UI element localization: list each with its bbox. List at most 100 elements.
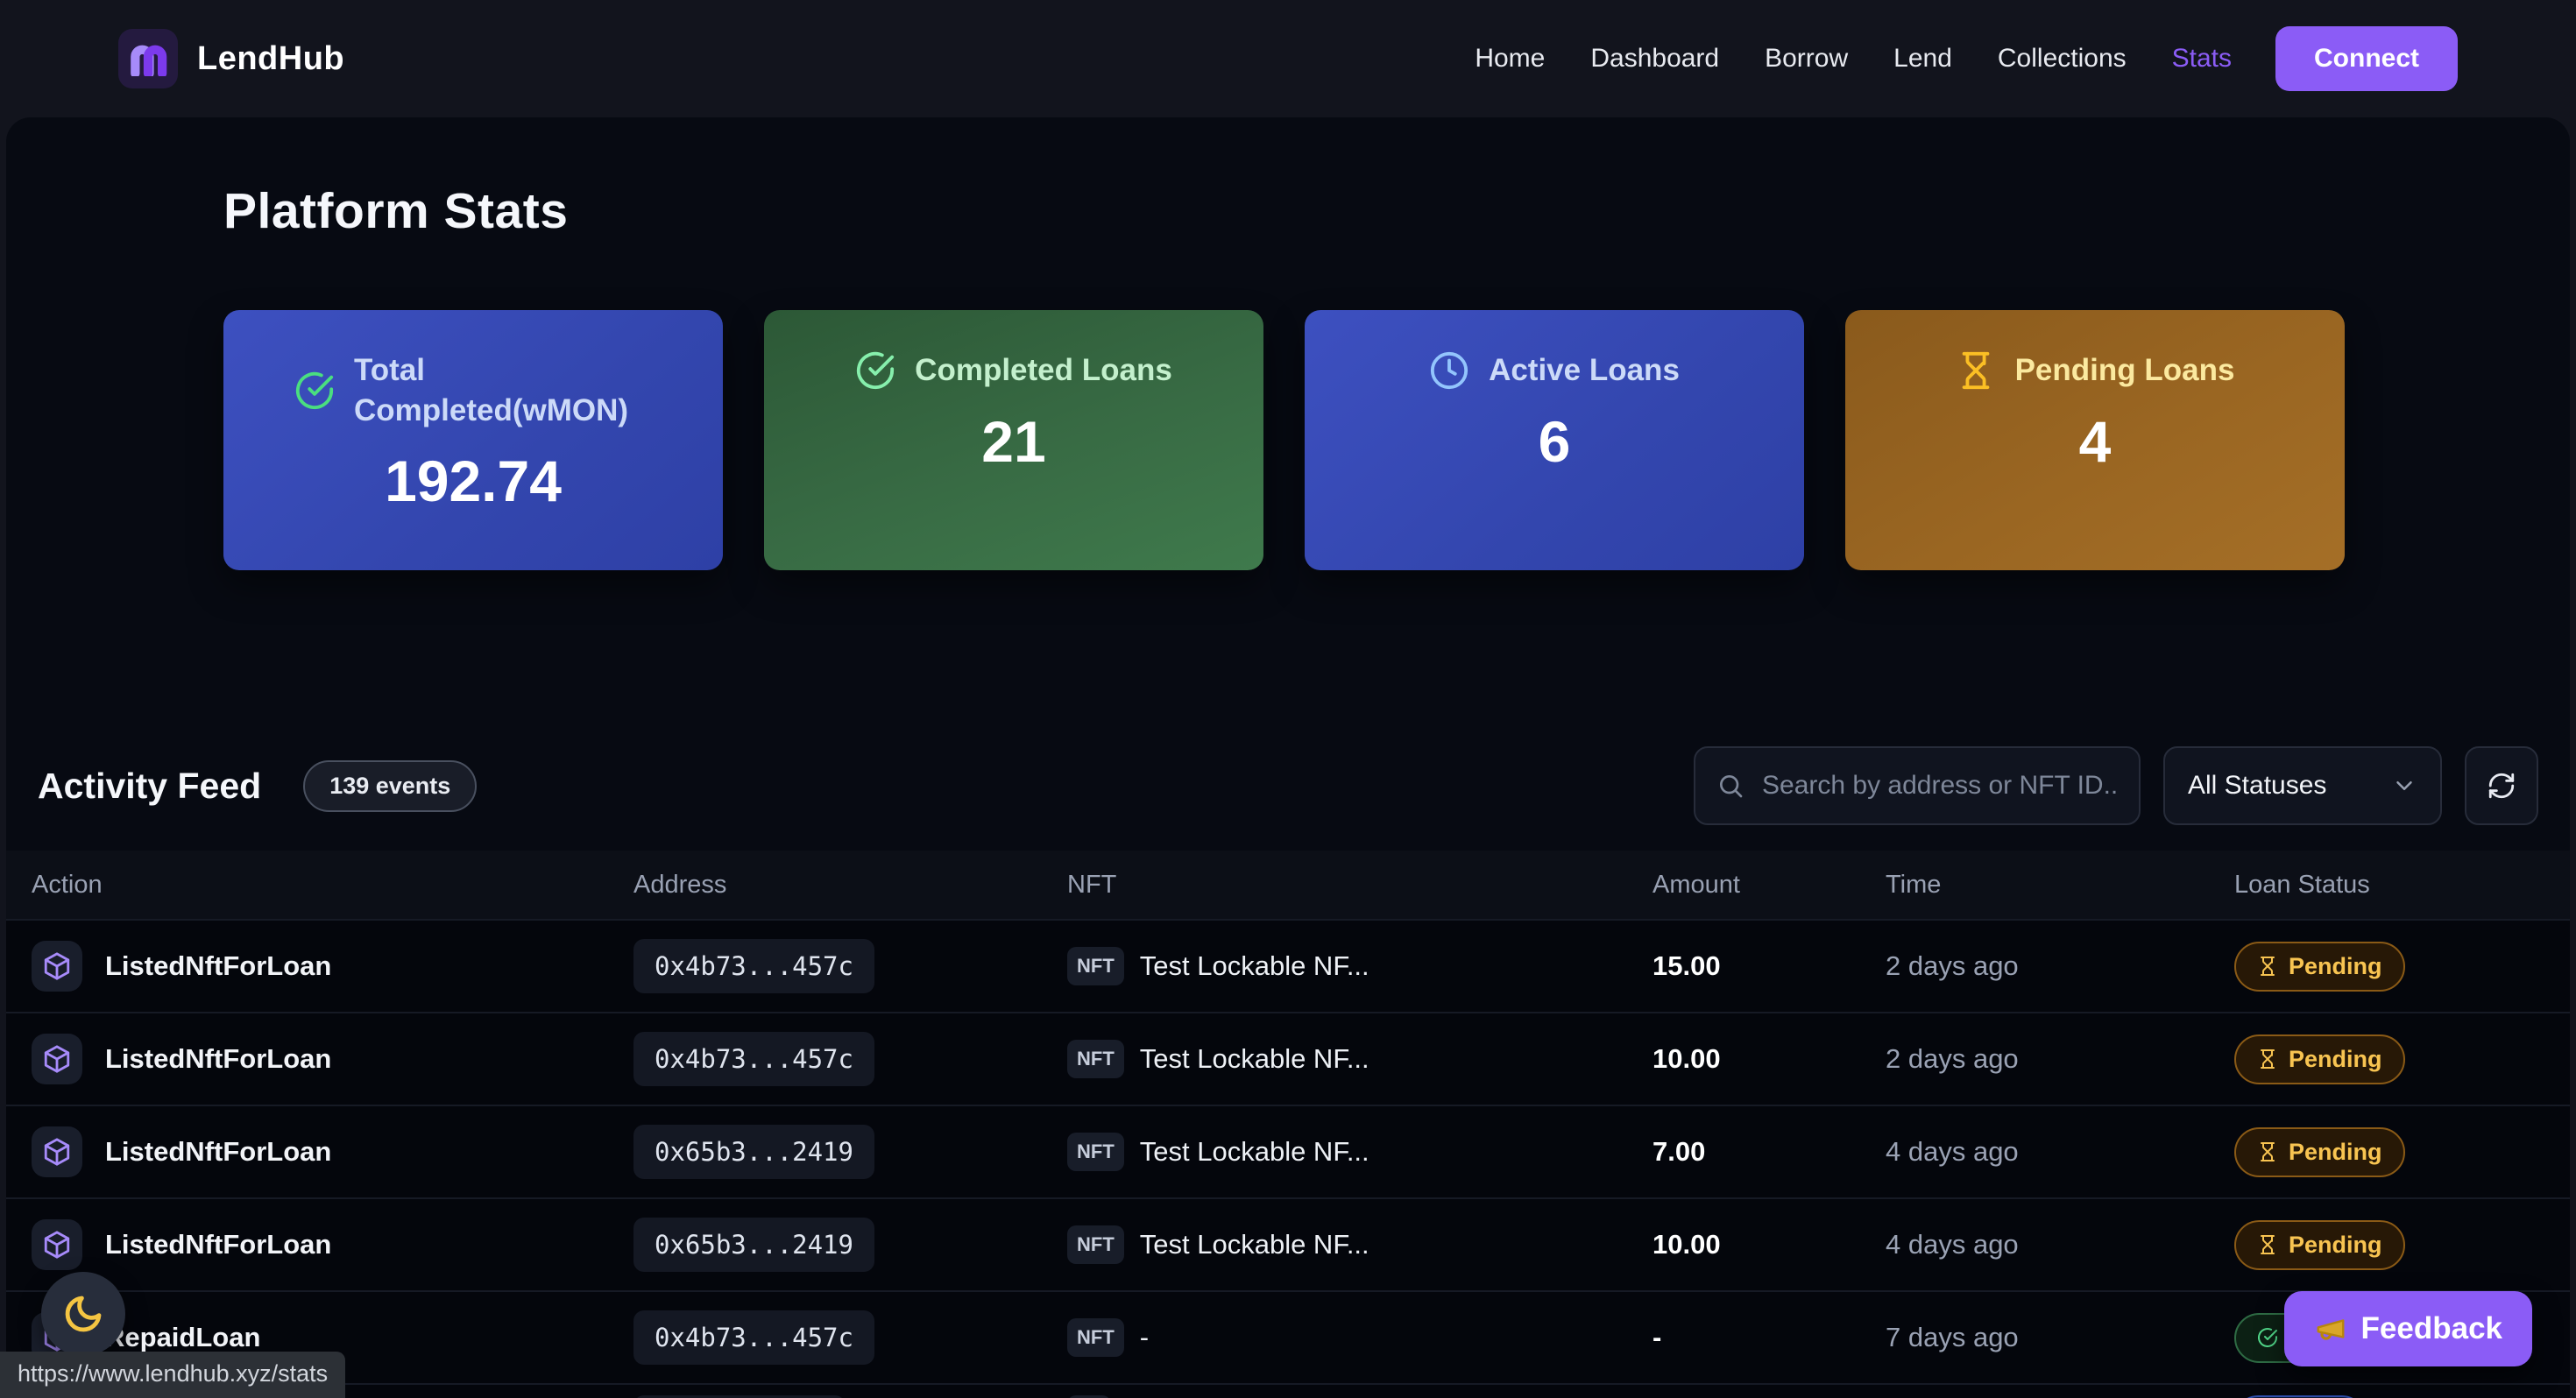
nav-link-home[interactable]: Home (1475, 44, 1546, 73)
address-chip[interactable]: 0x4b73...457c (633, 939, 874, 993)
address-chip[interactable]: 0x4b73...457c (633, 1032, 874, 1086)
action-label: RepaidLoan (105, 1322, 261, 1352)
nft-name: Test Lockable NF... (1139, 1136, 1369, 1167)
status-badge: Pending (2234, 1034, 2405, 1084)
amount-value: - (1652, 1322, 1662, 1352)
stat-cards: Total Completed(wMON) 192.74 Completed L… (223, 310, 2570, 570)
nft-name: Test Lockable NF... (1139, 1043, 1369, 1074)
hourglass-icon (2261, 1142, 2275, 1161)
address-chip[interactable]: 0x65b3...2419 (633, 1218, 874, 1272)
nft-name: Test Lockable NF... (1139, 1229, 1369, 1260)
table-row: RepaidLoan 0x4b73...457c NFT - - 7 days … (6, 1290, 2570, 1383)
nft-badge: NFT (1067, 1133, 1124, 1171)
lendhub-logo-icon (118, 29, 178, 88)
nav-link-borrow[interactable]: Borrow (1765, 44, 1849, 73)
chevron-down-icon (2391, 773, 2417, 799)
action-label: ListedNftForLoan (105, 1229, 332, 1260)
hourglass-icon (2261, 1049, 2275, 1069)
time-value: 7 days ago (1886, 1322, 2019, 1352)
search-icon (1716, 772, 1744, 800)
moon-icon (62, 1293, 104, 1335)
table-row: ListedNftForLoan 0x4b73...457c NFT Test … (6, 1012, 2570, 1105)
package-icon (32, 1126, 82, 1177)
activity-feed-title: Activity Feed (38, 765, 262, 806)
status-badge: Pending (2234, 941, 2405, 992)
stat-card-label: Completed Loans (915, 353, 1172, 388)
check-circle-icon (2258, 1328, 2277, 1347)
clock-icon (1429, 350, 1469, 391)
check-circle-icon (855, 350, 895, 391)
page-title: Platform Stats (223, 183, 569, 239)
amount-value: 7.00 (1652, 1136, 1706, 1167)
nav-link-collections[interactable]: Collections (1997, 44, 2127, 73)
table-header: Action Address NFT Amount Time Loan Stat… (6, 851, 2570, 919)
nav-links: Home Dashboard Borrow Lend Collections S… (1475, 44, 2232, 74)
status-badge: Pending (2234, 1126, 2405, 1177)
brand-name: LendHub (197, 39, 345, 77)
stat-card-value: 192.74 (385, 448, 562, 513)
nft-badge (1067, 1395, 1111, 1398)
col-time: Time (1886, 870, 1942, 899)
stat-card-completed-loans: Completed Loans 21 (764, 310, 1263, 570)
table-row: ListedNftForLoan 0x65b3...2419 NFT Test … (6, 1105, 2570, 1197)
feedback-button[interactable]: Feedback (2283, 1291, 2532, 1366)
stat-card-value: 6 (1538, 409, 1571, 474)
action-label: ListedNftForLoan (105, 1043, 332, 1074)
nav-link-stats[interactable]: Stats (2171, 44, 2232, 73)
theme-toggle-button[interactable] (41, 1272, 125, 1356)
connect-wallet-button[interactable]: Connect (2275, 26, 2458, 91)
megaphone-icon (2314, 1312, 2347, 1345)
stat-card-label: Active Loans (1489, 353, 1680, 388)
status-filter-value: All Statuses (2188, 771, 2327, 800)
stat-card-label: Pending Loans (2014, 353, 2235, 388)
refresh-button[interactable] (2465, 746, 2538, 825)
action-label: ListedNftForLoan (105, 1136, 332, 1167)
stat-card-value: 4 (2078, 409, 2112, 474)
stat-card-value: 21 (981, 409, 1046, 474)
hourglass-icon (2261, 1235, 2275, 1254)
stat-card-label: Total Completed(wMON) (354, 353, 629, 427)
time-value: 2 days ago (1886, 950, 2019, 981)
address-chip[interactable] (633, 1395, 846, 1398)
nav-link-dashboard[interactable]: Dashboard (1590, 44, 1720, 73)
package-icon (32, 941, 82, 992)
col-address: Address (633, 870, 727, 899)
search-input[interactable] (1694, 746, 2141, 825)
amount-value: 10.00 (1652, 1043, 1721, 1074)
events-count-badge: 139 events (303, 759, 478, 812)
time-value: 4 days ago (1886, 1136, 2019, 1167)
nft-badge: NFT (1067, 1225, 1124, 1264)
top-nav: LendHub Home Dashboard Borrow Lend Colle… (0, 0, 2576, 117)
package-icon (32, 1034, 82, 1084)
nft-badge: NFT (1067, 1318, 1124, 1357)
table-row: ListedNftForLoan 0x4b73...457c NFT Test … (6, 919, 2570, 1012)
stat-card-active-loans: Active Loans 6 (1305, 310, 1804, 570)
address-chip[interactable]: 0x4b73...457c (633, 1310, 874, 1365)
status-badge: Pending (2234, 1219, 2405, 1270)
nft-badge: NFT (1067, 1040, 1124, 1078)
nft-name: - (1139, 1322, 1150, 1352)
col-loan-status: Loan Status (2234, 870, 2370, 899)
activity-table: Action Address NFT Amount Time Loan Stat… (6, 851, 2570, 1398)
amount-value: 15.00 (1652, 950, 1721, 981)
main-panel: Platform Stats Total Completed(wMON) 192… (6, 117, 2570, 1398)
hourglass-icon (1956, 350, 1996, 391)
stat-card-total-completed: Total Completed(wMON) 192.74 (223, 310, 723, 570)
nft-name: Test Lockable NF... (1139, 950, 1369, 981)
check-circle-icon (294, 371, 335, 411)
nft-badge: NFT (1067, 947, 1124, 985)
time-value: 2 days ago (1886, 1043, 2019, 1074)
col-amount: Amount (1652, 870, 1740, 899)
stat-card-pending-loans: Pending Loans 4 (1845, 310, 2345, 570)
brand[interactable]: LendHub (118, 29, 344, 88)
col-action: Action (32, 870, 103, 899)
package-icon (32, 1219, 82, 1270)
address-chip[interactable]: 0x65b3...2419 (633, 1125, 874, 1179)
table-row: ListedNftForLoan 0x65b3...2419 NFT Test … (6, 1197, 2570, 1290)
amount-value: 10.00 (1652, 1229, 1721, 1260)
status-bar-url: https://www.lendhub.xyz/stats (0, 1352, 346, 1398)
action-label: ListedNftForLoan (105, 950, 332, 981)
nav-link-lend[interactable]: Lend (1893, 44, 1952, 73)
status-filter-select[interactable]: All Statuses (2163, 746, 2442, 825)
col-nft: NFT (1067, 870, 1117, 899)
